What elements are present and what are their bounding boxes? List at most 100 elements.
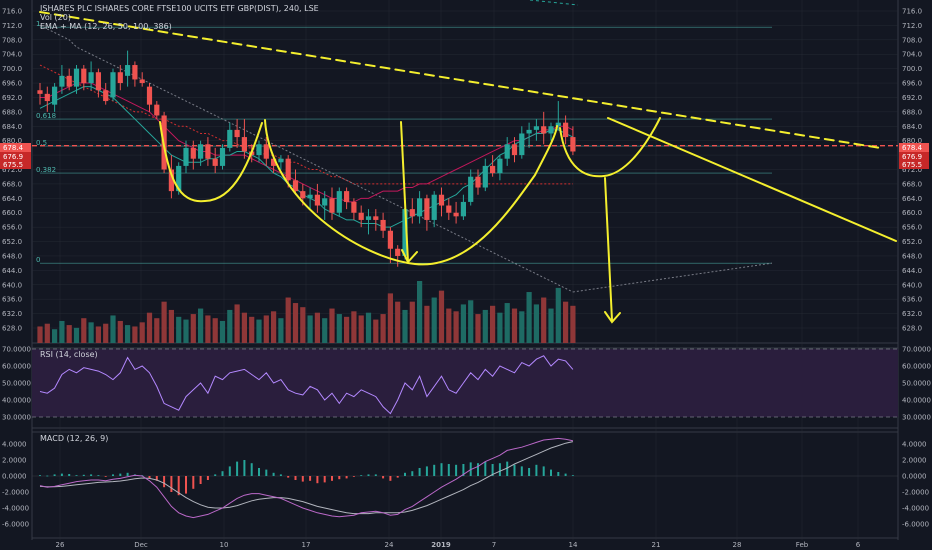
candle-body — [548, 126, 554, 134]
candle-body — [117, 72, 123, 84]
candle-body — [256, 144, 262, 156]
price-tick-left: 688.0 — [2, 108, 22, 116]
macd-histogram-bar — [60, 473, 63, 476]
volume-bar — [176, 316, 182, 343]
volume-bar — [533, 304, 539, 343]
price-tag-left — [0, 143, 31, 152]
macd-histogram-bar — [418, 468, 421, 476]
volume-bar — [52, 329, 58, 343]
macd-histogram-bar — [396, 476, 399, 478]
macd-histogram-bar — [258, 468, 260, 476]
price-tick-left: 712.0 — [2, 22, 22, 30]
volume-bar — [278, 318, 284, 343]
volume-bar — [219, 320, 226, 343]
candle-body — [37, 90, 43, 94]
volume-bar — [570, 305, 576, 343]
candle-body — [475, 176, 481, 188]
volume-bar — [88, 322, 94, 343]
price-tick-left: 716.0 — [2, 8, 22, 16]
volume-bar — [373, 319, 379, 343]
macd-histogram-bar — [177, 476, 180, 496]
volume-bar — [81, 318, 87, 343]
candle-body — [88, 72, 94, 84]
macd-histogram-bar — [557, 472, 560, 476]
price-tick-right: 704.0 — [902, 51, 922, 59]
volume-bar — [358, 315, 364, 343]
price-tick-left: 644.0 — [2, 267, 22, 275]
price-tag — [899, 152, 929, 161]
candle-body — [154, 104, 160, 116]
candle-body — [424, 198, 430, 220]
right-shoulder-drawing — [559, 117, 661, 178]
price-tick-left: 696.0 — [2, 80, 22, 88]
price-tick-left: 692.0 — [2, 94, 22, 102]
macd-histogram-bar — [411, 471, 414, 476]
symbol-title[interactable]: ISHARES PLC ISHARES CORE FTSE100 UCITS E… — [40, 4, 319, 13]
candle-body — [563, 122, 569, 138]
macd-legend[interactable]: MACD (12, 26, 9) — [40, 434, 109, 443]
price-tick-right: 660.0 — [902, 209, 922, 217]
rsi-tick-right: 40.0000 — [902, 397, 931, 405]
rsi-legend[interactable]: RSI (14, close) — [40, 350, 98, 359]
price-tag-label: 676.9 — [902, 153, 922, 161]
macd-histogram-bar — [272, 472, 275, 476]
time-tick: 26 — [56, 541, 65, 549]
price-tick-left: 684.0 — [2, 123, 22, 131]
price-tag — [899, 160, 929, 169]
fib-level-label: 0.5 — [36, 139, 47, 147]
rsi-line — [39, 355, 574, 415]
time-tick: Feb — [796, 541, 809, 549]
volume-bar — [548, 308, 554, 343]
macd-histogram-bar — [550, 469, 552, 476]
candle-body — [519, 133, 525, 156]
time-tick: Dec — [134, 541, 148, 549]
time-tick: 21 — [652, 541, 661, 549]
macd-histogram-bar — [192, 476, 195, 489]
macd-histogram-bar — [520, 466, 523, 476]
volume-bar — [110, 315, 116, 343]
candle-body — [241, 137, 247, 152]
volume-bar — [460, 304, 466, 343]
volume-bar — [300, 307, 306, 343]
volume-bar — [504, 303, 510, 343]
macd-histogram-bar — [126, 472, 129, 476]
volume-bar — [380, 314, 386, 343]
volume-bar — [205, 315, 211, 343]
candle-body — [300, 191, 306, 199]
candle-body — [263, 144, 269, 159]
price-tick-left: 640.0 — [2, 281, 22, 289]
volume-legend[interactable]: Vol (20) — [40, 13, 71, 22]
macd-histogram-bar — [477, 463, 479, 476]
macd-tick-right: 2.0000 — [902, 457, 927, 465]
candle-body — [103, 90, 109, 102]
price-tag-left — [0, 152, 31, 161]
volume-bar — [256, 319, 262, 343]
macd-histogram-bar — [425, 466, 428, 476]
macd-histogram-bar — [221, 471, 224, 476]
candle-body — [336, 191, 342, 213]
volume-bar — [322, 318, 328, 343]
macd-histogram-bar — [571, 475, 574, 476]
ema-legend[interactable]: EMA + MA (12, 26, 50, 100, 386) — [40, 22, 172, 31]
down-arrow-left-head — [401, 249, 418, 264]
price-tick-right: 664.0 — [902, 195, 922, 203]
volume-bar — [563, 301, 569, 343]
candle-body — [95, 72, 101, 91]
volume-bar — [168, 309, 174, 343]
volume-bar — [95, 326, 101, 343]
price-tick-right: 656.0 — [902, 224, 922, 232]
macd-histogram-bar — [535, 464, 538, 476]
macd-histogram-bar — [331, 476, 333, 481]
candle-body — [292, 180, 299, 192]
price-tick-left: 668.0 — [2, 180, 22, 188]
volume-bar — [344, 316, 350, 343]
price-tick-right: 708.0 — [902, 36, 922, 44]
macd-histogram-bar — [199, 476, 202, 484]
volume-bar — [292, 303, 299, 343]
macd-histogram-bar — [447, 464, 450, 476]
volume-bar — [490, 305, 496, 343]
volume-bar — [482, 309, 488, 343]
price-tag-left-label: 676.9 — [3, 153, 23, 161]
